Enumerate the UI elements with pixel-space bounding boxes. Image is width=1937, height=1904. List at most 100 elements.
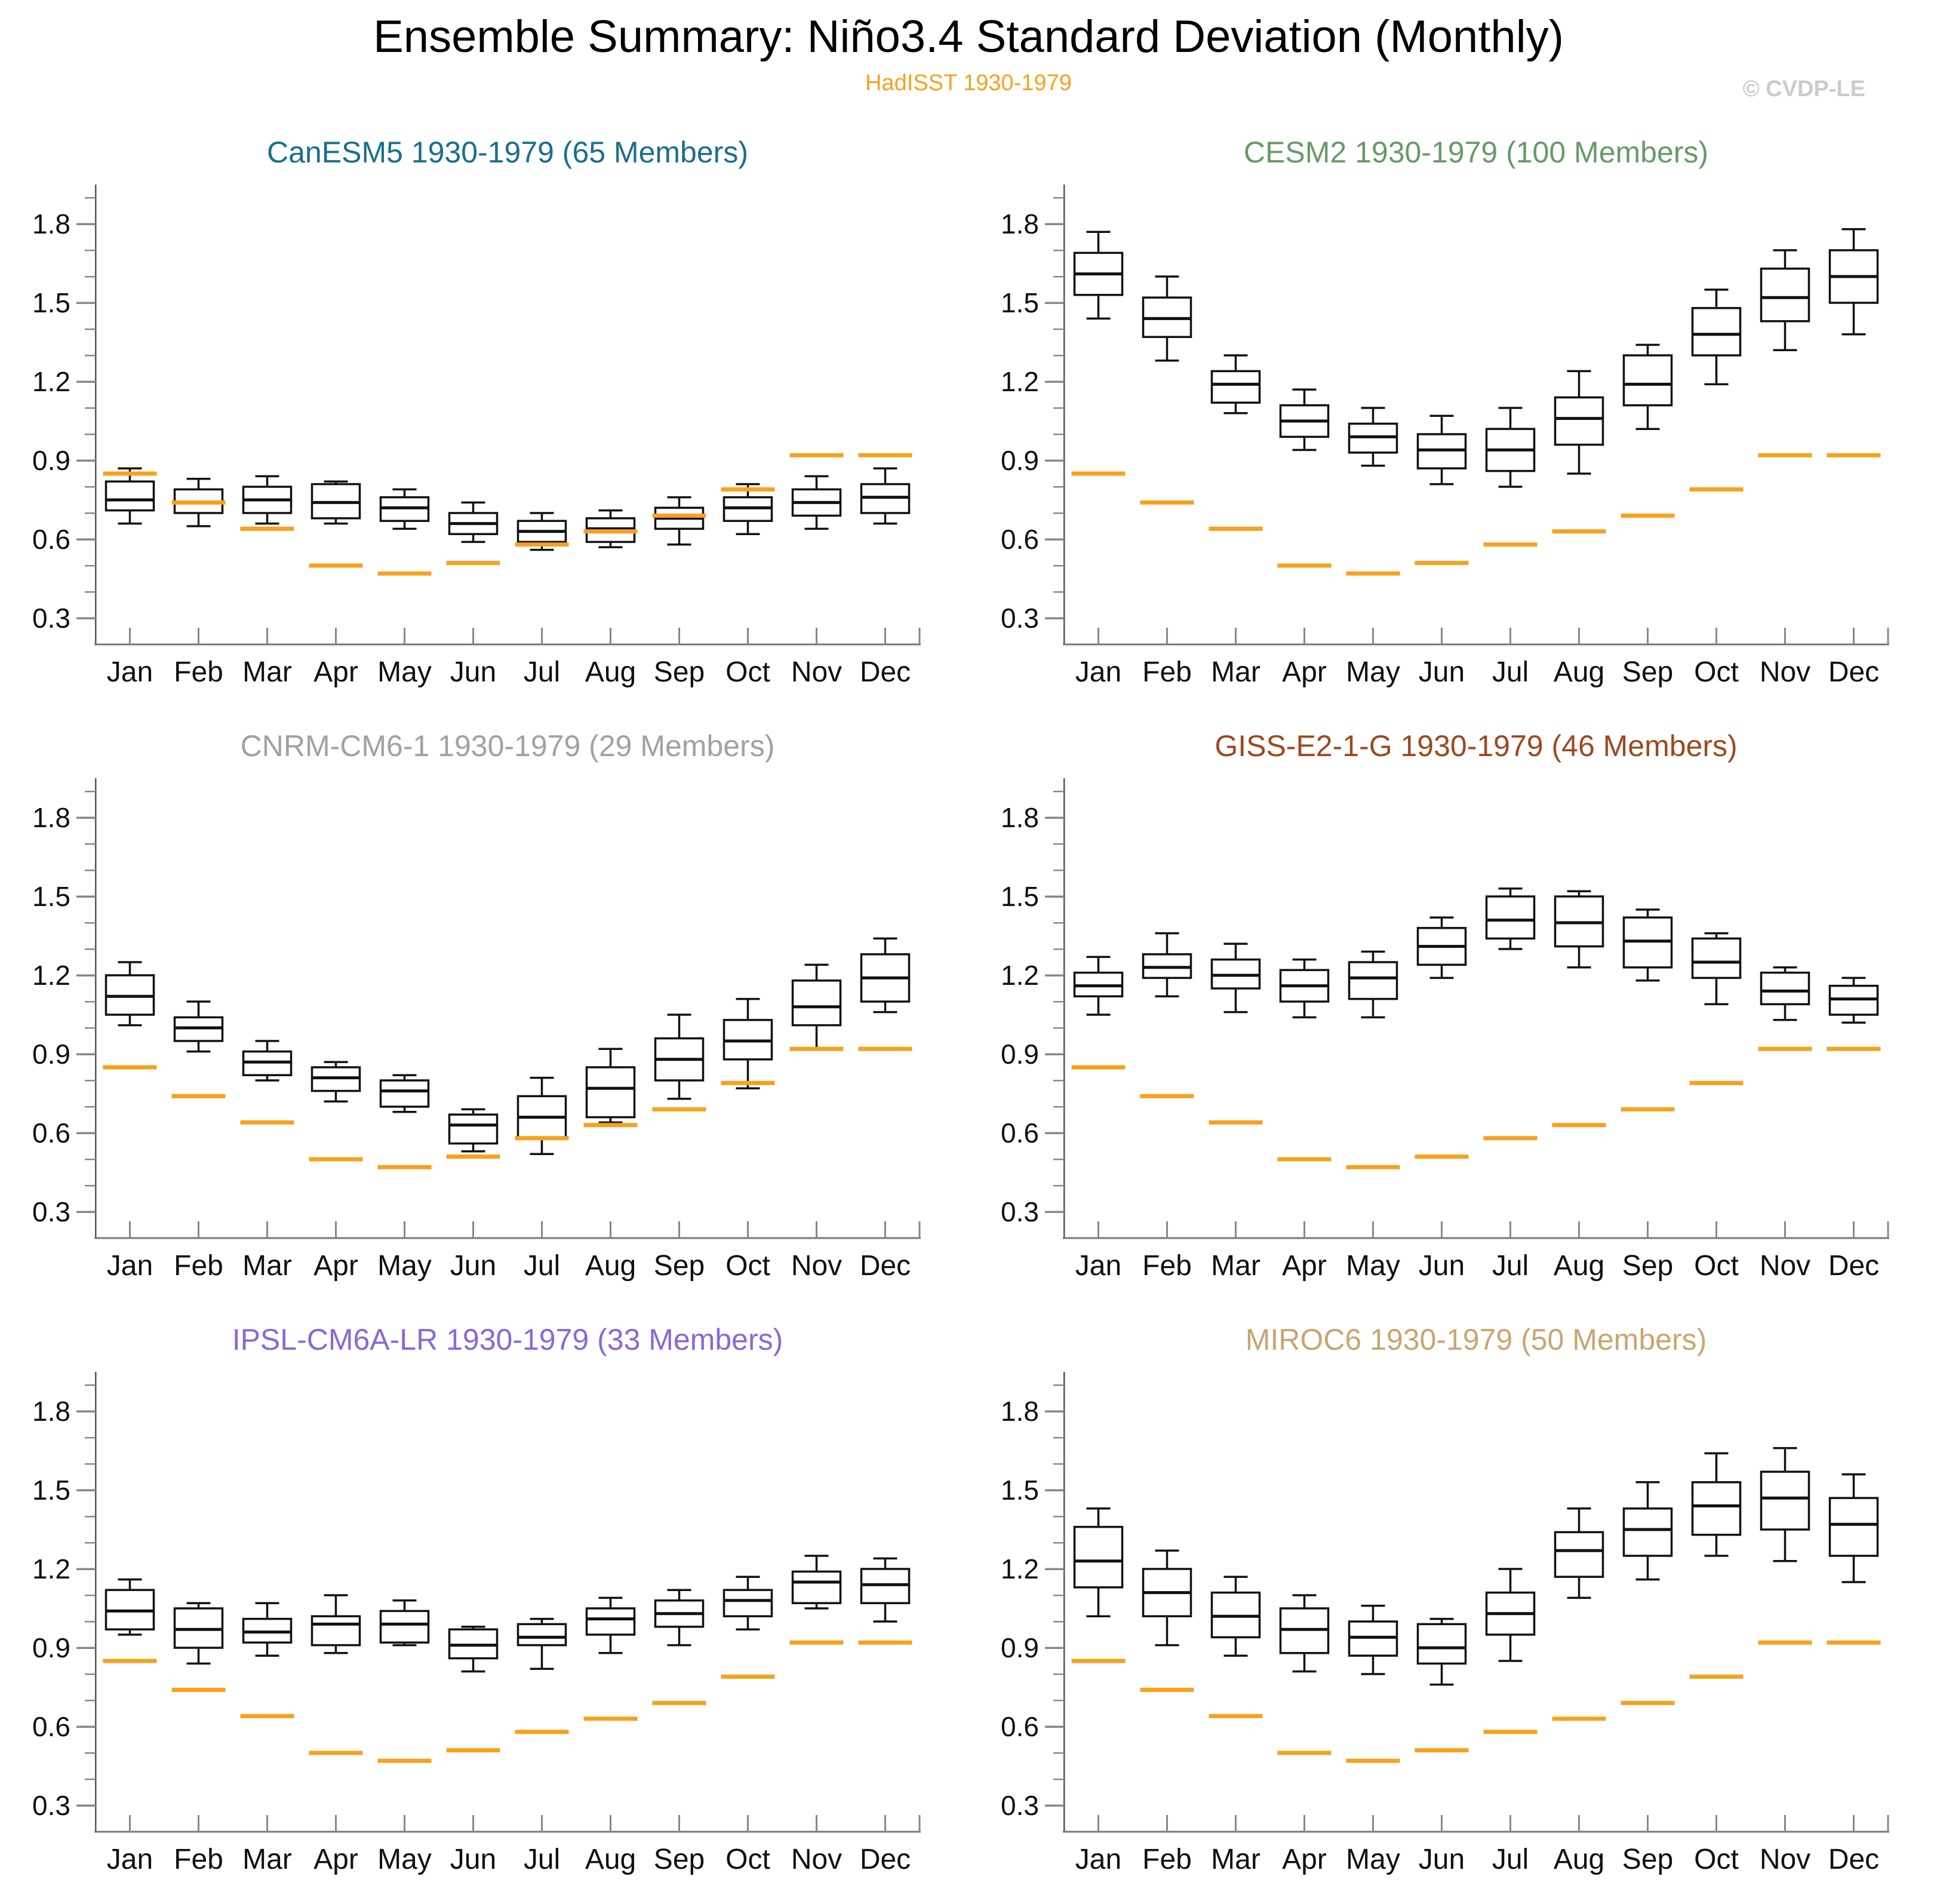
box-may bbox=[1348, 950, 1398, 1019]
box-jun bbox=[1416, 414, 1467, 486]
y-tick-label: 0.6 bbox=[1001, 524, 1039, 555]
iqr-box bbox=[585, 1607, 636, 1636]
iqr-box bbox=[1622, 1507, 1673, 1557]
iqr-box bbox=[1554, 396, 1604, 446]
y-axis: 0.3 0.6 0.9 1.2 1.5 1.8 bbox=[32, 778, 97, 1238]
box-mar bbox=[1210, 1576, 1261, 1657]
y-tick-label: 0.9 bbox=[32, 445, 70, 476]
month-label: Apr bbox=[313, 656, 358, 688]
box-feb bbox=[173, 1000, 224, 1053]
observed-lines bbox=[1071, 1046, 1881, 1169]
box-aug bbox=[1554, 370, 1604, 475]
month-label: Feb bbox=[1142, 656, 1192, 688]
box-jan bbox=[104, 467, 155, 525]
box-jun bbox=[1416, 916, 1467, 979]
month-label: Dec bbox=[860, 1250, 911, 1282]
box-sep bbox=[654, 1014, 705, 1100]
iqr-box bbox=[1416, 1623, 1467, 1665]
month-label: Sep bbox=[1622, 1250, 1673, 1282]
box-feb bbox=[1142, 275, 1192, 362]
x-axis: Jan Feb Mar Apr May Jun Jul Aug Sep Oct Nov Dec bbox=[1063, 1221, 1889, 1282]
month-label: Mar bbox=[242, 1250, 292, 1282]
panel-title-cesm2: CESM2 1930-1979 (100 Members) bbox=[1243, 136, 1709, 169]
month-label: Apr bbox=[1282, 1250, 1327, 1282]
month-label: May bbox=[1346, 1844, 1400, 1875]
y-tick-label: 0.3 bbox=[32, 1790, 70, 1821]
y-tick-label: 0.9 bbox=[1001, 1039, 1039, 1070]
iqr-box bbox=[791, 979, 842, 1027]
y-tick-label: 1.8 bbox=[32, 208, 70, 239]
month-label: May bbox=[1346, 1250, 1400, 1282]
y-tick-label: 1.8 bbox=[1001, 802, 1039, 833]
month-label: Jun bbox=[1419, 1250, 1465, 1282]
box-oct bbox=[1691, 932, 1742, 1006]
cvdp-le-watermark: © CVDP-LE bbox=[1742, 76, 1865, 102]
month-label: Jul bbox=[524, 1250, 560, 1282]
month-label: Dec bbox=[860, 656, 911, 688]
box-apr bbox=[1279, 388, 1330, 452]
box-nov bbox=[791, 963, 842, 1050]
month-label: Sep bbox=[1622, 1844, 1673, 1875]
iqr-box bbox=[1073, 1525, 1124, 1589]
month-label: Mar bbox=[1211, 1250, 1260, 1282]
y-tick-label: 1.5 bbox=[1001, 881, 1039, 912]
y-tick-label: 1.8 bbox=[1001, 1396, 1039, 1427]
y-axis: 0.3 0.6 0.9 1.2 1.5 1.8 bbox=[1001, 185, 1065, 644]
box-jun bbox=[448, 1626, 499, 1673]
panel-ipsl-cm6a-lr: IPSL-CM6A-LR 1930-1979 (33 Members) 0.3 0… bbox=[0, 1307, 968, 1900]
y-tick-label: 0.6 bbox=[1001, 1117, 1039, 1148]
month-label: Dec bbox=[1828, 1844, 1879, 1875]
box-oct bbox=[1691, 288, 1742, 386]
box-dec bbox=[1828, 228, 1879, 336]
iqr-box bbox=[1485, 895, 1536, 940]
month-label: Dec bbox=[860, 1844, 911, 1875]
y-tick-label: 0.9 bbox=[32, 1632, 70, 1663]
y-tick-label: 0.9 bbox=[32, 1039, 70, 1070]
month-label: Apr bbox=[1282, 1844, 1327, 1875]
box-sep bbox=[654, 1589, 705, 1647]
month-label: Feb bbox=[174, 656, 223, 688]
y-tick-label: 1.2 bbox=[1001, 960, 1039, 991]
x-axis: Jan Feb Mar Apr May Jun Jul Aug Sep Oct Nov Dec bbox=[94, 628, 921, 688]
box-apr bbox=[1279, 958, 1330, 1019]
x-axis: Jan Feb Mar Apr May Jun Jul Aug Sep Oct Nov Dec bbox=[1063, 1815, 1889, 1875]
y-tick-label: 0.3 bbox=[1001, 1196, 1039, 1227]
panel-title-cnrm-cm6-1: CNRM-CM6-1 1930-1979 (29 Members) bbox=[240, 729, 775, 763]
month-label: Jun bbox=[450, 1250, 496, 1282]
month-label: Jan bbox=[1075, 1844, 1121, 1875]
y-tick-label: 1.2 bbox=[32, 366, 70, 397]
month-label: Jul bbox=[1492, 656, 1529, 688]
month-label: Aug bbox=[585, 656, 636, 688]
y-tick-label: 0.6 bbox=[32, 1117, 70, 1148]
iqr-box bbox=[310, 1615, 361, 1647]
box-jul bbox=[1485, 1568, 1536, 1662]
month-label: May bbox=[377, 656, 432, 688]
month-label: Dec bbox=[1828, 656, 1879, 688]
observed-dataset-subtitle: HadISST 1930-1979 bbox=[865, 70, 1072, 96]
month-label: Dec bbox=[1828, 1250, 1879, 1282]
month-label: Nov bbox=[791, 656, 842, 688]
iqr-box bbox=[516, 1623, 567, 1647]
y-tick-label: 1.8 bbox=[32, 1396, 70, 1427]
month-label: Jan bbox=[1075, 656, 1121, 688]
y-tick-label: 0.9 bbox=[1001, 445, 1039, 476]
y-tick-label: 0.6 bbox=[32, 1711, 70, 1742]
box-nov bbox=[791, 1555, 842, 1610]
observed-lines bbox=[103, 453, 912, 576]
month-label: May bbox=[377, 1250, 432, 1282]
y-tick-label: 0.3 bbox=[1001, 1790, 1039, 1821]
y-tick-label: 1.2 bbox=[1001, 1553, 1039, 1584]
box-jan bbox=[104, 1578, 155, 1636]
month-label: Aug bbox=[1554, 1844, 1604, 1875]
month-label: Sep bbox=[654, 656, 705, 688]
box-apr bbox=[310, 1594, 361, 1654]
iqr-box bbox=[104, 480, 155, 512]
box-jul bbox=[516, 1617, 567, 1670]
iqr-box bbox=[448, 1113, 499, 1145]
month-label: Mar bbox=[1211, 656, 1260, 688]
box-jan bbox=[104, 961, 155, 1027]
iqr-box bbox=[1348, 961, 1398, 1000]
box-jul bbox=[1485, 407, 1536, 488]
month-label: Feb bbox=[174, 1250, 223, 1282]
